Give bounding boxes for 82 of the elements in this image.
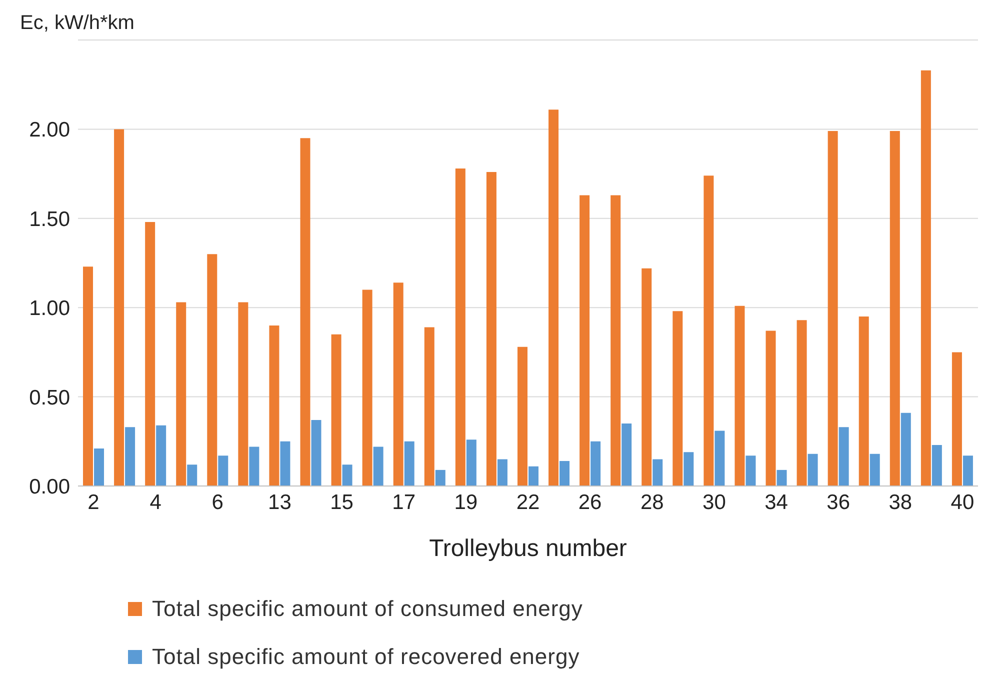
bar: [311, 420, 322, 486]
bar: [796, 320, 807, 486]
bar: [435, 470, 446, 486]
x-tick-label: 30: [702, 490, 726, 514]
bar: [466, 440, 476, 486]
bar: [828, 130, 838, 486]
bar: [455, 168, 466, 486]
x-tick-label: 22: [516, 490, 540, 514]
bar: [580, 195, 590, 486]
bar: [300, 138, 310, 486]
x-axis-title: Trolleybus number: [429, 535, 627, 562]
bar: [890, 130, 900, 486]
legend-label: Total specific amount of recovered energy: [152, 644, 580, 670]
y-tick-label: 0.50: [29, 386, 70, 410]
bar: [900, 412, 911, 486]
bar: [145, 222, 156, 486]
bar: [176, 302, 186, 486]
bar: [207, 254, 218, 486]
bar: [838, 427, 849, 486]
bar: [962, 456, 973, 486]
bar: [125, 427, 136, 486]
x-tick-label: 4: [150, 490, 162, 514]
bar: [424, 327, 434, 486]
bar: [497, 459, 508, 486]
bar: [114, 129, 124, 486]
x-tick-label: 28: [640, 490, 664, 514]
bar: [704, 176, 714, 486]
x-tick-label: 13: [268, 490, 292, 514]
bar: [714, 430, 725, 486]
bar: [83, 266, 93, 486]
bar: [622, 424, 632, 486]
y-tick-label: 2.00: [29, 118, 70, 142]
x-tick-label: 34: [764, 490, 788, 514]
x-tick-label: 15: [330, 490, 354, 514]
bar: [766, 330, 776, 486]
bar: [94, 448, 104, 486]
bar: [187, 464, 198, 486]
y-tick-label: 1.50: [29, 208, 70, 231]
bar: [590, 441, 601, 486]
x-tick-label: 2: [88, 490, 100, 514]
bar: [672, 311, 683, 486]
y-tick-label: 0.00: [29, 475, 70, 498]
bar: [528, 466, 538, 486]
y-axis-title: Ec, kW/h*km: [20, 12, 134, 35]
bar: [952, 352, 962, 486]
x-tick-label: 19: [454, 490, 478, 514]
bar: [548, 110, 559, 486]
bar: [808, 454, 818, 486]
legend-label: Total specific amount of consumed energy: [152, 596, 583, 622]
bar: [932, 444, 942, 486]
bar: [920, 70, 931, 486]
x-tick-label: 38: [888, 490, 912, 514]
x-tick-label: 17: [392, 490, 416, 514]
bar: [280, 441, 290, 486]
bar: [652, 459, 663, 486]
bar: [218, 456, 228, 486]
x-tick-label: 26: [578, 490, 602, 514]
bar: [776, 470, 787, 486]
bar: [486, 172, 496, 486]
bar: [404, 441, 414, 486]
bar: [734, 306, 745, 486]
bar: [393, 282, 404, 486]
bar: [156, 425, 166, 486]
bar: [746, 456, 756, 486]
bar: [642, 268, 652, 486]
bar: [560, 461, 570, 486]
bar: [517, 346, 528, 486]
bar: [858, 316, 869, 486]
x-tick-label: 40: [950, 490, 974, 514]
bar: [342, 464, 352, 486]
bar: [362, 290, 372, 486]
x-tick-label: 36: [826, 490, 850, 514]
bar: [870, 454, 880, 486]
y-tick-label: 1.00: [29, 297, 70, 320]
bar: [331, 334, 342, 486]
bar: [269, 325, 280, 486]
bar: [610, 195, 621, 486]
bar: [249, 446, 260, 486]
x-tick-label: 6: [212, 490, 224, 514]
bar: [238, 302, 248, 486]
bar: [373, 446, 384, 486]
bar: [684, 452, 694, 486]
